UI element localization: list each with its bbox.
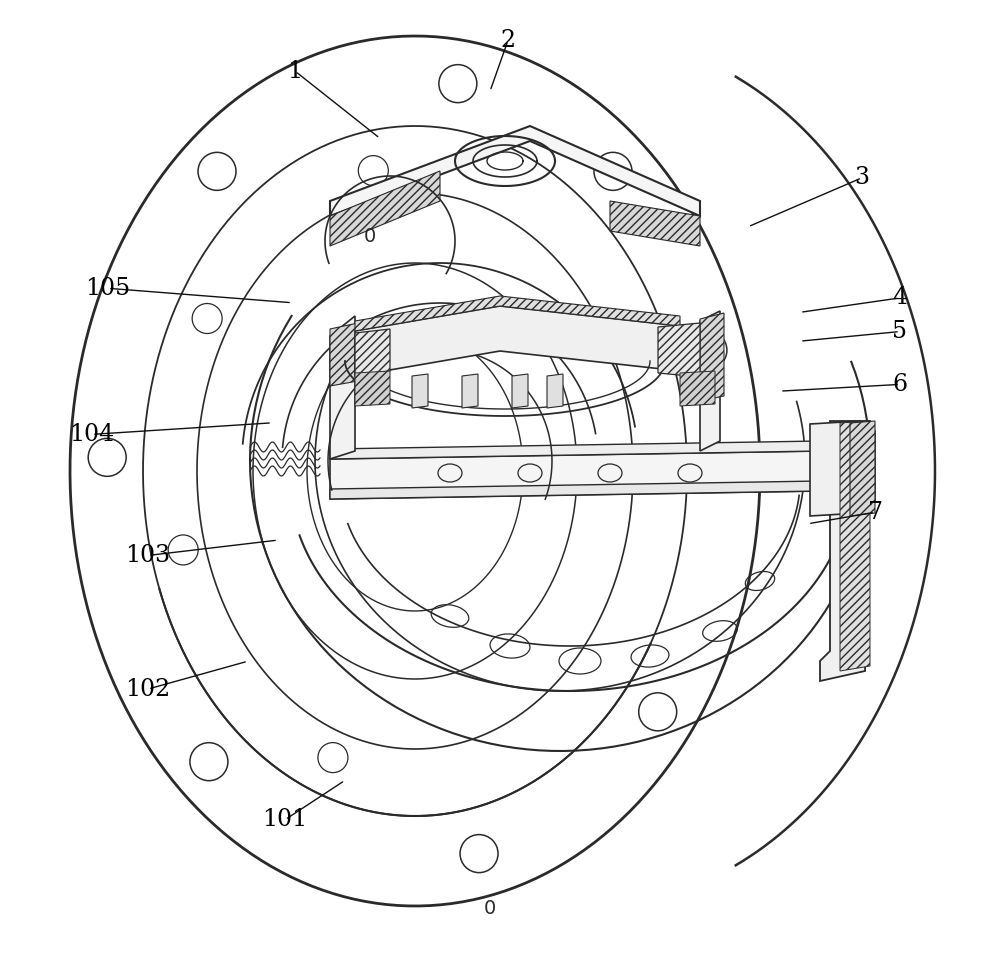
Polygon shape [512,374,528,408]
Text: 4: 4 [892,286,908,309]
Polygon shape [700,313,724,401]
Text: 104: 104 [69,423,115,446]
Text: 101: 101 [262,808,308,831]
Polygon shape [462,374,478,408]
Polygon shape [330,451,840,499]
Polygon shape [680,371,715,406]
Polygon shape [330,171,440,246]
Polygon shape [610,201,700,246]
Polygon shape [355,329,390,375]
Text: 1: 1 [287,60,303,83]
Polygon shape [355,306,680,376]
Polygon shape [330,323,358,386]
Text: 105: 105 [85,277,131,300]
Polygon shape [412,374,428,408]
Text: 102: 102 [125,678,171,701]
Polygon shape [330,441,820,459]
Polygon shape [658,323,700,377]
Polygon shape [330,481,820,499]
Text: 3: 3 [854,166,870,189]
Polygon shape [700,311,720,451]
Polygon shape [810,421,875,516]
Text: 7: 7 [868,501,883,524]
Text: 2: 2 [500,29,516,52]
Text: 6: 6 [892,373,908,396]
Polygon shape [330,126,700,216]
Text: 5: 5 [893,320,908,343]
Polygon shape [330,316,355,459]
Text: 103: 103 [125,544,171,567]
Polygon shape [820,421,870,681]
Polygon shape [355,371,390,406]
Polygon shape [850,421,875,516]
Polygon shape [840,421,870,671]
Polygon shape [355,296,680,331]
Polygon shape [547,374,563,408]
Text: 0: 0 [364,228,376,247]
Text: 0: 0 [484,899,496,918]
